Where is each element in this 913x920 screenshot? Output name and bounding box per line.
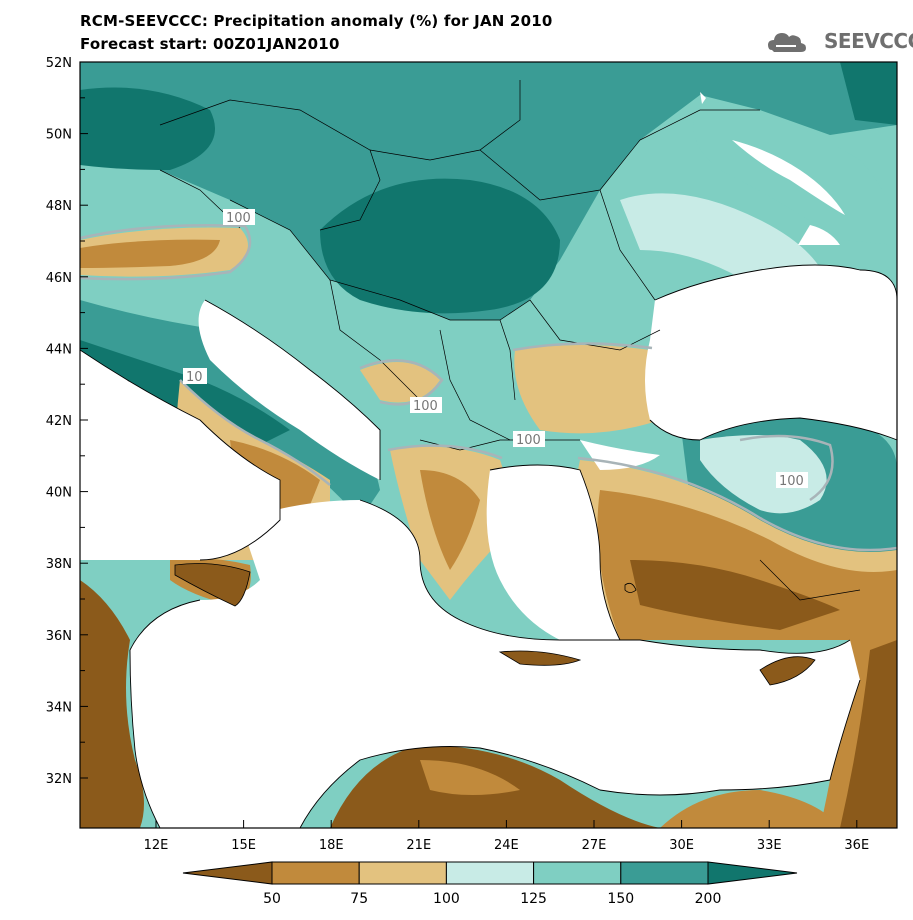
contour-label: 100 bbox=[516, 433, 541, 448]
longitude-axis: 12E 15E 18E 21E 24E 27E 30E 33E 36E bbox=[144, 820, 869, 853]
sea-tyrrhenian bbox=[80, 350, 280, 560]
island-sicily bbox=[174, 563, 251, 607]
field-alps-drier bbox=[80, 239, 220, 268]
colorbar-segment bbox=[445, 861, 535, 885]
contour-label: 100 bbox=[413, 399, 438, 414]
contour-label-bg bbox=[776, 472, 808, 488]
contour-100 bbox=[80, 223, 897, 552]
colorbar-label: 50 bbox=[263, 891, 281, 907]
sea-black-sea bbox=[645, 265, 897, 440]
lat-tick-label: 44N bbox=[46, 342, 72, 357]
map-field bbox=[80, 62, 897, 828]
island-cyprus bbox=[759, 656, 816, 686]
nodata-ukraine3 bbox=[700, 92, 706, 104]
contour-labels: 100 10 100 100 100 bbox=[183, 209, 808, 489]
field-west-core bbox=[80, 87, 215, 170]
lat-tick-label: 36N bbox=[46, 629, 72, 644]
lon-tick-label: 33E bbox=[757, 838, 782, 853]
colorbar-segment bbox=[533, 861, 622, 885]
field-levant-drier bbox=[840, 640, 897, 828]
colorbar-label: 200 bbox=[695, 891, 722, 907]
field-ukraine-light bbox=[620, 193, 830, 290]
field-africa-west bbox=[80, 580, 144, 828]
lon-tick-label: 21E bbox=[406, 838, 431, 853]
colorbar-label: 150 bbox=[607, 891, 634, 907]
sea-marmara-strait bbox=[580, 440, 660, 470]
forecast-start: Forecast start: 00Z01JAN2010 bbox=[80, 35, 340, 53]
colorbar-segment bbox=[271, 861, 360, 885]
lat-tick-label: 50N bbox=[46, 128, 72, 143]
sea-adriatic bbox=[198, 300, 380, 480]
lat-tick-label: 40N bbox=[46, 486, 72, 501]
field-greece-drier bbox=[420, 470, 480, 570]
lon-tick-label: 15E bbox=[231, 838, 256, 853]
field-egypt bbox=[660, 790, 840, 828]
contour-label-bg bbox=[223, 209, 255, 225]
lon-tick-label: 27E bbox=[582, 838, 607, 853]
contour-label: 100 bbox=[226, 211, 251, 226]
field-turkey-south-driest bbox=[630, 560, 840, 630]
lat-tick-label: 34N bbox=[46, 700, 72, 715]
sea-aegean bbox=[486, 465, 620, 640]
nodata-ukraine bbox=[732, 140, 845, 215]
lat-tick-label: 42N bbox=[46, 414, 72, 429]
lat-tick-label: 46N bbox=[46, 271, 72, 286]
field-hungary-core bbox=[320, 178, 560, 314]
lon-tick-label: 30E bbox=[669, 838, 694, 853]
logo-text: SEEVCCC bbox=[824, 29, 913, 53]
lat-tick-label: 48N bbox=[46, 199, 72, 214]
field-balkans-dry bbox=[360, 362, 440, 403]
nodata-ukraine2 bbox=[798, 225, 840, 245]
field-libya-light bbox=[420, 760, 520, 795]
lat-tick-label: 52N bbox=[46, 56, 72, 71]
map-frame bbox=[79, 61, 898, 829]
colorbar-label: 125 bbox=[520, 891, 547, 907]
field-bulgaria-dry bbox=[514, 345, 660, 434]
colorbar-label: 75 bbox=[350, 891, 368, 907]
field-ne-core bbox=[840, 62, 897, 125]
colorbar: 50 75 100 125 150 200 bbox=[182, 861, 798, 907]
contour-label-bg bbox=[513, 431, 545, 447]
cloud-icon bbox=[768, 33, 806, 52]
map-title: RCM-SEEVCCC: Precipitation anomaly (%) f… bbox=[80, 12, 553, 30]
colorbar-segment bbox=[620, 861, 709, 885]
contour-label-bg bbox=[410, 397, 442, 413]
lon-tick-label: 12E bbox=[144, 838, 169, 853]
colorbar-segment bbox=[358, 861, 447, 885]
lon-tick-label: 18E bbox=[319, 838, 344, 853]
island-crete bbox=[498, 650, 582, 666]
latitude-axis: 52N 50N 48N 46N 44N 42N 40N 38N 36N 34N 32N bbox=[46, 56, 88, 787]
field-turkey-light bbox=[700, 435, 827, 514]
colorbar-label: 100 bbox=[433, 891, 460, 907]
contour-label-bg bbox=[183, 368, 207, 384]
lat-tick-label: 38N bbox=[46, 557, 72, 572]
lat-tick-label: 32N bbox=[46, 772, 72, 787]
contour-label: 10 bbox=[186, 370, 203, 385]
sea-ionian bbox=[130, 500, 860, 828]
colorbar-segment bbox=[707, 861, 798, 885]
lon-tick-label: 36E bbox=[844, 838, 869, 853]
colorbar-segment bbox=[182, 861, 273, 885]
coastlines bbox=[80, 264, 897, 828]
island-rhodes bbox=[624, 582, 637, 593]
lon-tick-label: 24E bbox=[494, 838, 519, 853]
contour-label: 100 bbox=[779, 474, 804, 489]
